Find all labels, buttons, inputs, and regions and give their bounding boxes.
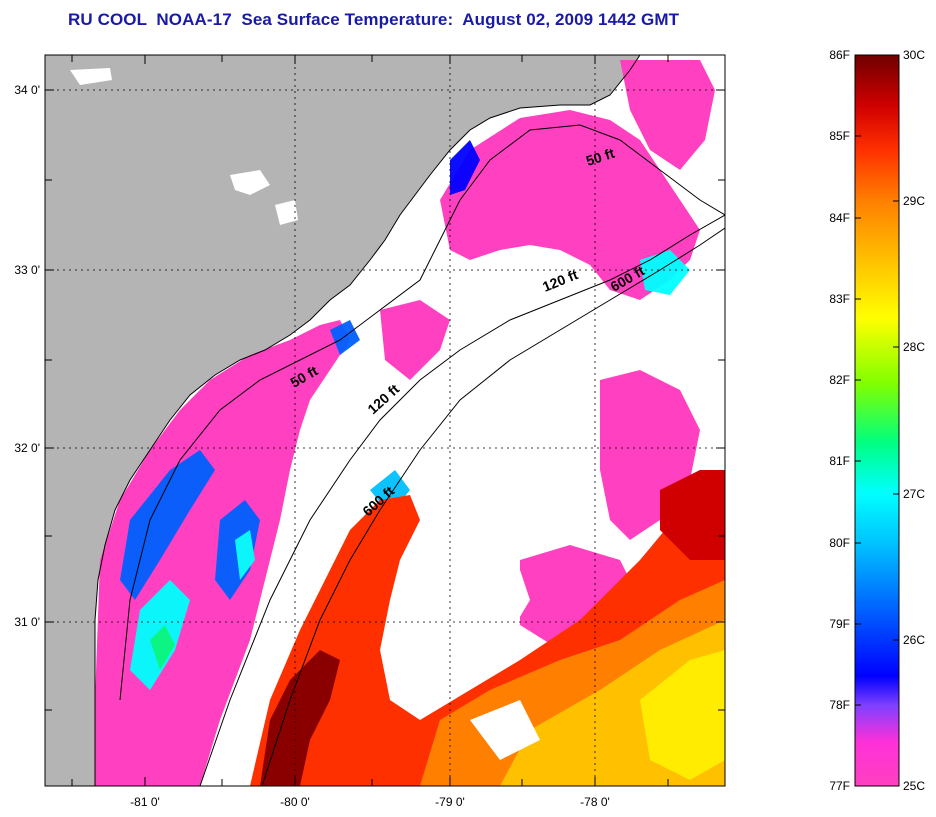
mid-cool-patch xyxy=(380,300,450,380)
isobath-600ft xyxy=(261,227,725,786)
map-title: RU COOL NOAA-17 Sea Surface Temperature:… xyxy=(68,10,680,29)
colorbar-f-label: 81F xyxy=(829,454,850,468)
colorbar-f-label: 78F xyxy=(829,698,850,712)
colorbar-f-label: 79F xyxy=(829,617,850,631)
colorbar-f-label: 84F xyxy=(829,211,850,225)
isobath-120ft xyxy=(199,214,725,786)
coastline xyxy=(94,55,641,786)
lon-tick-label: -78 0' xyxy=(580,795,610,809)
lon-tick-label: -80 0' xyxy=(280,795,310,809)
nearshore-cool-north xyxy=(440,110,700,300)
colorbar-c-label: 29C xyxy=(903,194,925,208)
land-cloud-1 xyxy=(230,170,270,195)
lat-tick-label: 33 0' xyxy=(14,263,40,277)
colorbar-c-label: 27C xyxy=(903,487,925,501)
lat-tick-label: 34 0' xyxy=(14,83,40,97)
cloud-gap xyxy=(450,540,530,650)
warm-yellow-bright xyxy=(640,650,725,780)
lon-tick-label: -79 0' xyxy=(435,795,465,809)
colorbar-c-label: 30C xyxy=(903,48,925,62)
colorbar-c-label: 28C xyxy=(903,340,925,354)
land-cloud-3 xyxy=(70,68,112,85)
gridlines xyxy=(45,55,725,786)
colorbar-f-label: 82F xyxy=(829,373,850,387)
colorbar-c-label: 26C xyxy=(903,633,925,647)
lon-tick-label: -81 0' xyxy=(130,795,160,809)
colorbar-ticks xyxy=(855,54,899,787)
mixing-streaks xyxy=(120,140,690,690)
warm-core-red xyxy=(660,470,725,560)
colorbar-f-label: 77F xyxy=(829,779,850,793)
colorbar-f-label: 85F xyxy=(829,129,850,143)
northeast-cool-patch xyxy=(620,60,715,170)
land-cloud-2 xyxy=(275,200,298,225)
warm-core-dark xyxy=(260,650,340,786)
lat-tick-label: 32 0' xyxy=(14,441,40,455)
colorbar-c-label: 25C xyxy=(903,779,925,793)
lat-tick-label: 31 0' xyxy=(14,615,40,629)
land-area xyxy=(45,55,640,786)
colorbar-f-label: 86F xyxy=(829,48,850,62)
colorbar-f-label: 80F xyxy=(829,536,850,550)
map-area xyxy=(45,55,725,786)
isobath-50ft xyxy=(119,124,725,701)
colorbar xyxy=(854,54,900,787)
colorbar-f-label: 83F xyxy=(829,292,850,306)
map-frame xyxy=(44,54,726,787)
cloud-gap-2 xyxy=(470,700,540,760)
axis-ticks xyxy=(45,55,725,786)
